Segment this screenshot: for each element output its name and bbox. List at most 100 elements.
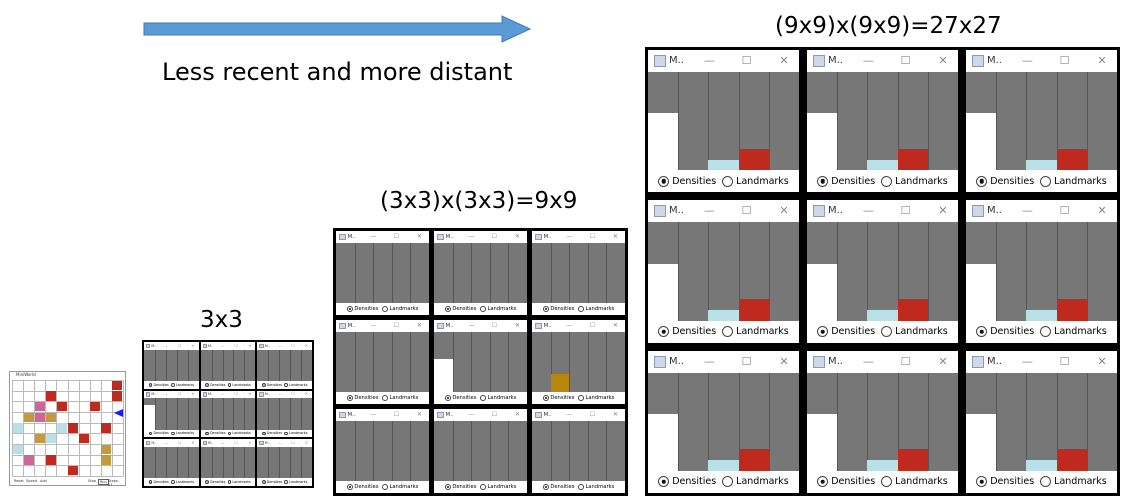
window-titlebar[interactable]: M.. — ☐ ✕ <box>532 409 625 422</box>
landmarks-radio[interactable]: Landmarks <box>1040 175 1107 187</box>
close-icon[interactable]: ✕ <box>304 391 309 397</box>
densities-radio[interactable]: Densities <box>444 394 476 401</box>
close-icon[interactable]: ✕ <box>416 410 422 418</box>
window-titlebar[interactable]: M.. — ☐ ✕ <box>200 390 256 399</box>
densities-radio[interactable]: Densities <box>976 476 1034 488</box>
close-icon[interactable]: ✕ <box>938 354 948 368</box>
densities-radio[interactable]: Densities <box>817 476 875 488</box>
close-icon[interactable]: ✕ <box>938 54 948 67</box>
maximize-icon[interactable]: ☐ <box>177 342 182 348</box>
minimize-icon[interactable]: — <box>566 321 573 329</box>
densities-radio[interactable]: Densities <box>261 480 282 484</box>
maximize-icon[interactable]: ☐ <box>589 410 596 418</box>
maximize-icon[interactable]: ☐ <box>900 354 911 368</box>
densities-radio[interactable]: Densities <box>542 483 574 490</box>
window-titlebar[interactable]: M.. — ☐ ✕ <box>532 320 625 333</box>
landmarks-radio[interactable]: Landmarks <box>381 305 418 312</box>
window-titlebar[interactable]: M.. — ☐ ✕ <box>336 320 429 333</box>
close-icon[interactable]: ✕ <box>248 342 252 348</box>
minimize-icon[interactable]: — <box>277 342 282 348</box>
window-titlebar[interactable]: M.. — ☐ ✕ <box>966 350 1117 373</box>
densities-radio[interactable]: Densities <box>261 383 282 387</box>
densities-radio[interactable]: Densities <box>658 175 716 187</box>
landmarks-radio[interactable]: Landmarks <box>1040 476 1107 488</box>
minimize-icon[interactable]: — <box>164 342 169 348</box>
close-icon[interactable]: ✕ <box>1097 354 1107 368</box>
landmarks-radio[interactable]: Landmarks <box>227 480 251 484</box>
minimize-icon[interactable]: — <box>862 54 874 67</box>
close-icon[interactable]: ✕ <box>191 440 195 446</box>
landmarks-radio[interactable]: Landmarks <box>577 394 614 401</box>
minimize-icon[interactable]: — <box>703 204 715 218</box>
close-icon[interactable]: ✕ <box>612 321 618 329</box>
landmarks-radio[interactable]: Landmarks <box>284 480 307 484</box>
minimize-icon[interactable]: — <box>277 391 282 397</box>
window-titlebar[interactable]: M.. — ☐ ✕ <box>648 350 799 373</box>
minimize-icon[interactable]: — <box>1021 354 1033 368</box>
maximize-icon[interactable]: ☐ <box>491 321 498 329</box>
minimize-icon[interactable]: — <box>277 440 282 446</box>
densities-radio[interactable]: Densities <box>976 326 1034 338</box>
landmarks-radio[interactable]: Landmarks <box>479 305 516 312</box>
densities-radio[interactable]: Densities <box>658 476 716 488</box>
window-titlebar[interactable]: M.. — ☐ ✕ <box>434 231 527 244</box>
close-icon[interactable]: ✕ <box>1097 54 1107 67</box>
step-button[interactable]: Step <box>88 479 96 483</box>
landmarks-radio[interactable]: Landmarks <box>722 326 789 338</box>
landmarks-radio[interactable]: Landmarks <box>479 483 516 490</box>
landmarks-radio[interactable]: Landmarks <box>881 326 948 338</box>
densities-radio[interactable]: Densities <box>346 483 378 490</box>
maximize-icon[interactable]: ☐ <box>1059 204 1070 218</box>
minimize-icon[interactable]: — <box>703 54 715 67</box>
close-icon[interactable]: ✕ <box>248 440 252 446</box>
landmarks-radio[interactable]: Landmarks <box>284 383 307 387</box>
close-icon[interactable]: ✕ <box>612 410 618 418</box>
close-icon[interactable]: ✕ <box>779 54 789 67</box>
landmarks-radio[interactable]: Landmarks <box>381 394 418 401</box>
densities-radio[interactable]: Densities <box>542 305 574 312</box>
minimize-icon[interactable]: — <box>220 440 225 446</box>
window-titlebar[interactable]: M.. — ☐ ✕ <box>966 200 1117 223</box>
window-titlebar[interactable]: M.. — ☐ ✕ <box>807 350 958 373</box>
window-titlebar[interactable]: M.. — ☐ ✕ <box>144 439 199 448</box>
maximize-icon[interactable]: ☐ <box>291 342 295 348</box>
minimize-icon[interactable]: — <box>220 391 225 397</box>
densities-radio[interactable]: Densities <box>148 480 169 484</box>
maximize-icon[interactable]: ☐ <box>234 440 238 446</box>
densities-radio[interactable]: Densities <box>976 175 1034 187</box>
maximize-icon[interactable]: ☐ <box>177 440 182 446</box>
minimize-icon[interactable]: — <box>862 204 874 218</box>
maximize-icon[interactable]: ☐ <box>491 410 498 418</box>
minimize-icon[interactable]: — <box>164 440 169 446</box>
window-titlebar[interactable]: M.. — ☐ ✕ <box>144 390 199 399</box>
densities-radio[interactable]: Densities <box>261 431 282 435</box>
maximize-icon[interactable]: ☐ <box>234 391 238 397</box>
minimize-icon[interactable]: — <box>566 410 573 418</box>
densities-radio[interactable]: Densities <box>205 383 225 387</box>
close-icon[interactable]: ✕ <box>191 342 195 348</box>
close-icon[interactable]: ✕ <box>514 232 520 240</box>
maximize-icon[interactable]: ☐ <box>393 232 400 240</box>
speed-button[interactable]: Speed <box>26 479 37 483</box>
minimize-icon[interactable]: — <box>1021 204 1033 218</box>
add-button[interactable]: Add <box>40 479 47 483</box>
close-icon[interactable]: ✕ <box>938 204 948 218</box>
close-icon[interactable]: ✕ <box>779 354 789 368</box>
minimize-icon[interactable]: — <box>220 342 225 348</box>
maximize-icon[interactable]: ☐ <box>589 232 596 240</box>
minimize-icon[interactable]: — <box>862 354 874 368</box>
maximize-icon[interactable]: ☐ <box>900 204 911 218</box>
close-icon[interactable]: ✕ <box>416 321 422 329</box>
densities-radio[interactable]: Densities <box>148 431 169 435</box>
maximize-icon[interactable]: ☐ <box>1059 54 1070 67</box>
densities-radio[interactable]: Densities <box>444 305 476 312</box>
landmarks-radio[interactable]: Landmarks <box>227 383 251 387</box>
landmarks-radio[interactable]: Landmarks <box>577 305 614 312</box>
landmarks-radio[interactable]: Landmarks <box>722 175 789 187</box>
densities-radio[interactable]: Densities <box>817 326 875 338</box>
close-icon[interactable]: ✕ <box>514 321 520 329</box>
landmarks-radio[interactable]: Landmarks <box>577 483 614 490</box>
close-icon[interactable]: ✕ <box>304 342 309 348</box>
minimize-icon[interactable]: — <box>370 232 377 240</box>
landmarks-radio[interactable]: Landmarks <box>722 476 789 488</box>
